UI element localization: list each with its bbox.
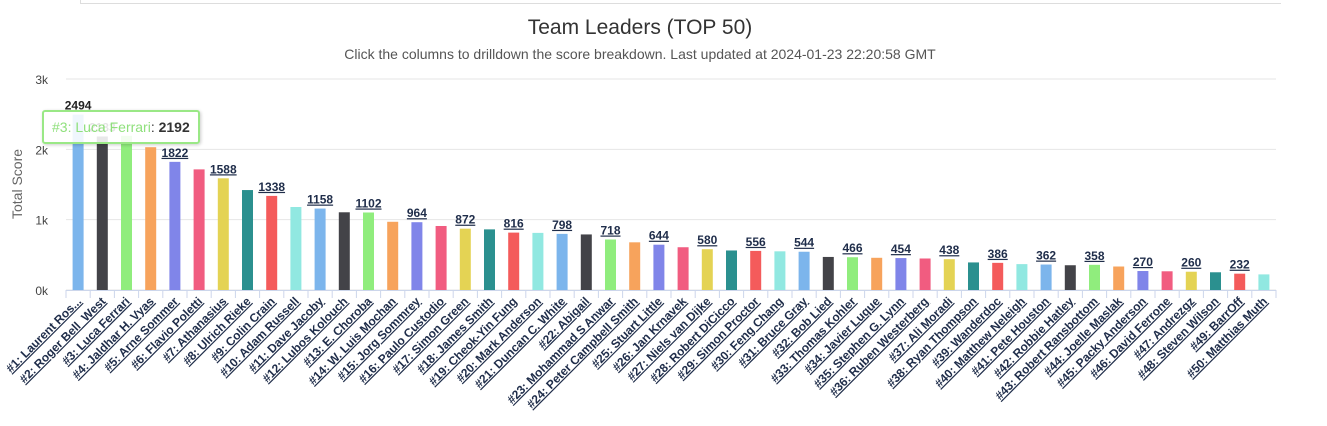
bar[interactable]: [1210, 272, 1221, 290]
bar[interactable]: [968, 262, 979, 290]
y-tick-label: 3k: [35, 73, 49, 87]
bar[interactable]: [1258, 274, 1270, 290]
bar[interactable]: [847, 257, 858, 290]
data-label: 644: [649, 229, 669, 243]
bar[interactable]: [1089, 264, 1100, 290]
bar[interactable]: [1185, 271, 1197, 290]
y-axis-ticks: 0k 1k 2k 3k: [35, 73, 49, 298]
bar[interactable]: [895, 258, 907, 290]
bar[interactable]: [629, 242, 641, 290]
bar[interactable]: [580, 234, 592, 290]
data-label: 260: [1181, 256, 1201, 270]
data-label: 798: [552, 218, 572, 232]
bar[interactable]: [798, 251, 810, 290]
bar[interactable]: [411, 222, 423, 290]
tooltip: #3: Luca Ferrari: 2192: [42, 110, 200, 144]
bar[interactable]: [217, 178, 229, 290]
bar[interactable]: [314, 208, 326, 290]
chart-title: Team Leaders (TOP 50): [528, 16, 753, 39]
data-label: 438: [939, 243, 959, 257]
bar[interactable]: [435, 225, 447, 290]
bar[interactable]: [508, 232, 520, 290]
y-tick-label: 0k: [35, 284, 49, 298]
data-label: 232: [1230, 258, 1250, 272]
bar[interactable]: [72, 114, 84, 290]
bar[interactable]: [871, 257, 883, 290]
data-label: 872: [455, 213, 475, 227]
bar[interactable]: [1161, 271, 1173, 290]
tooltip-value: 2192: [158, 119, 190, 135]
bar[interactable]: [822, 256, 834, 290]
bar[interactable]: [677, 247, 689, 290]
bar[interactable]: [653, 244, 665, 290]
data-label: 964: [407, 206, 427, 220]
data-label: 544: [794, 236, 814, 250]
y-tick-label: 2k: [35, 143, 49, 157]
data-label: 1338: [258, 180, 285, 194]
data-label: 1158: [307, 193, 333, 207]
data-label: 580: [697, 233, 717, 247]
bar[interactable]: [484, 229, 495, 290]
bar[interactable]: [992, 262, 1004, 290]
x-axis: [65, 290, 1277, 298]
tooltip-name: #3: Luca Ferrari: [52, 119, 151, 135]
bar[interactable]: [338, 212, 350, 290]
bar[interactable]: [1234, 273, 1246, 290]
bar[interactable]: [1040, 264, 1052, 290]
bars[interactable]: [72, 114, 1270, 290]
bar[interactable]: [96, 136, 108, 290]
data-label: 816: [504, 217, 524, 231]
bar[interactable]: [1113, 266, 1125, 290]
top-border: [80, 0, 1281, 4]
bar[interactable]: [556, 233, 568, 290]
x-axis-labels[interactable]: #1: Laurent Ros...#2: Roger Bell_West#3:…: [3, 294, 1270, 412]
bar[interactable]: [774, 251, 786, 290]
bar[interactable]: [605, 239, 616, 290]
data-label: 386: [988, 247, 1008, 261]
bar[interactable]: [701, 249, 713, 290]
bar[interactable]: [242, 190, 253, 290]
bar[interactable]: [193, 169, 205, 290]
bar[interactable]: [726, 250, 737, 290]
data-labels: 2494218318221588133811581102964872816798…: [65, 99, 1250, 272]
bar[interactable]: [266, 195, 278, 290]
bar[interactable]: [145, 147, 157, 290]
data-label: 718: [600, 224, 620, 238]
bar[interactable]: [750, 250, 762, 290]
data-label: 270: [1133, 255, 1153, 269]
bar[interactable]: [459, 228, 471, 290]
bar[interactable]: [121, 135, 132, 290]
bar[interactable]: [387, 221, 399, 290]
bar[interactable]: [943, 259, 955, 290]
bar[interactable]: [919, 258, 931, 290]
y-tick-label: 1k: [35, 214, 49, 228]
y-axis-title: Total Score: [9, 149, 25, 219]
bar[interactable]: [169, 161, 181, 290]
bar[interactable]: [363, 212, 374, 290]
bar[interactable]: [1016, 264, 1028, 290]
data-label: 454: [891, 242, 911, 256]
data-label: 1102: [355, 196, 381, 210]
data-label: 1588: [210, 162, 237, 176]
data-label: 466: [842, 241, 862, 255]
bar[interactable]: [1064, 265, 1076, 290]
bar[interactable]: [1137, 271, 1149, 290]
data-label: 556: [746, 235, 766, 249]
data-label: 1822: [162, 146, 189, 160]
bar[interactable]: [290, 207, 302, 290]
data-label: 2494: [65, 99, 92, 113]
data-label: 362: [1036, 249, 1056, 263]
chart-subtitle: Click the columns to drilldown the score…: [344, 46, 936, 62]
data-label: 358: [1084, 249, 1104, 263]
bar[interactable]: [532, 232, 544, 290]
